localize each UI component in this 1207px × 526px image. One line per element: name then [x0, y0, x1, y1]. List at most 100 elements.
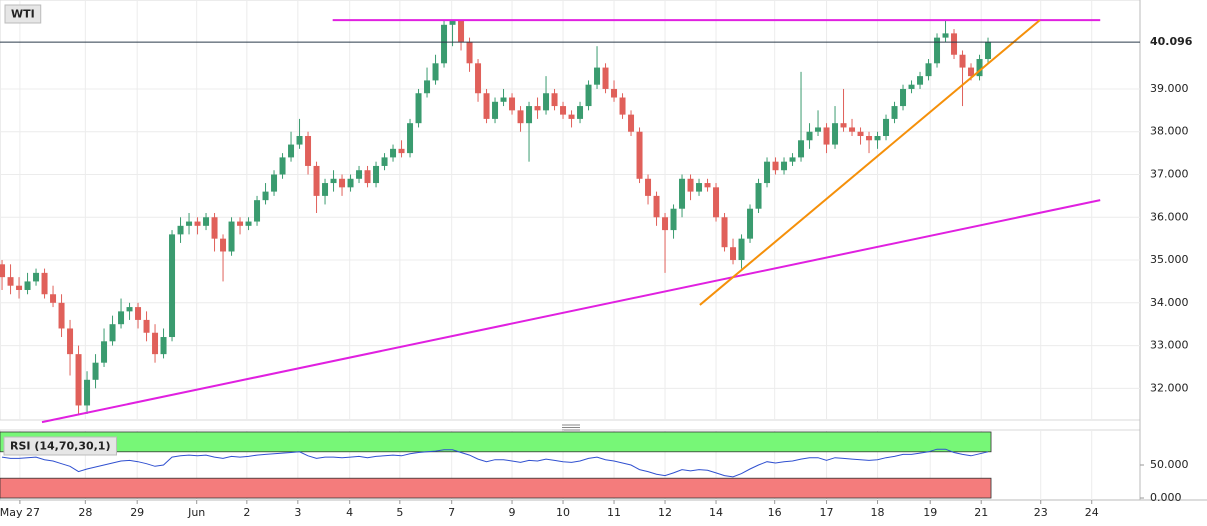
- candle-body: [900, 88, 907, 107]
- candle-body: [169, 234, 176, 338]
- candle-body: [415, 93, 422, 124]
- candle-body: [662, 217, 669, 231]
- candle-body: [364, 170, 371, 184]
- candle-body: [823, 127, 830, 145]
- last-price-label: 40.096: [1150, 35, 1193, 48]
- candle-body: [143, 319, 150, 333]
- x-tick-label: 23: [1034, 506, 1048, 519]
- candle-body: [101, 341, 108, 363]
- candle-body: [296, 136, 303, 145]
- label-box: RSI (14,70,30,1): [3, 436, 117, 456]
- x-tick-label: 12: [658, 506, 672, 519]
- candle-body: [560, 106, 567, 115]
- candle-body: [866, 136, 873, 141]
- candle-body: [432, 63, 439, 81]
- candle-body: [288, 144, 295, 158]
- resize-handle[interactable]: [562, 424, 580, 431]
- y-tick-label: 35.000: [1150, 253, 1189, 266]
- y-tick-label: 39.000: [1150, 82, 1189, 95]
- candle-body: [390, 148, 397, 158]
- candle-body: [551, 93, 558, 107]
- chart-title: RSI (14,70,30,1): [10, 440, 110, 453]
- candle-body: [713, 187, 720, 218]
- candle-body: [653, 195, 660, 218]
- candle-body: [24, 281, 31, 290]
- candle-body: [951, 33, 958, 55]
- candle-body: [500, 97, 507, 102]
- candle-body: [543, 93, 550, 111]
- candle-body: [517, 110, 524, 124]
- candle-body: [152, 332, 159, 355]
- x-tick-label: 11: [607, 506, 621, 519]
- candle-body: [781, 161, 788, 171]
- x-tick-label: 19: [923, 506, 937, 519]
- candle-body: [611, 88, 618, 98]
- label-bg: [4, 4, 42, 24]
- candle-body: [985, 41, 992, 60]
- candle-body: [976, 59, 983, 77]
- candle-body: [109, 324, 116, 342]
- candle-body: [636, 131, 643, 179]
- candle-body: [840, 123, 847, 128]
- candle-body: [50, 294, 57, 303]
- candle-body: [186, 221, 193, 226]
- candle-body: [806, 131, 813, 141]
- y-tick-label: 37.000: [1150, 168, 1189, 181]
- candle-body: [330, 178, 337, 184]
- candle-body: [721, 217, 728, 248]
- candle-body: [687, 178, 694, 192]
- candle-body: [747, 208, 754, 239]
- x-tick-label: 17: [820, 506, 834, 519]
- rsi-line: [1, 448, 989, 478]
- candle-body: [407, 123, 414, 154]
- candle-body: [313, 165, 320, 196]
- candle-body: [458, 20, 465, 42]
- rsi-band: [0, 431, 992, 453]
- candle-body: [704, 183, 711, 188]
- candle-body: [211, 217, 218, 239]
- x-tick-label: Jun: [187, 506, 205, 519]
- y-tick-label: 0.000: [1150, 491, 1182, 504]
- trend-line: [699, 19, 1041, 306]
- y-tick-label: 32.000: [1150, 381, 1189, 394]
- candle-body: [398, 148, 405, 154]
- candle-body: [968, 67, 975, 77]
- candle-body: [347, 178, 354, 188]
- y-tick-label: 36.000: [1150, 210, 1189, 223]
- candle-body: [339, 178, 346, 188]
- candle-body: [764, 161, 771, 184]
- candle-body: [126, 307, 133, 312]
- y-tick-label: 33.000: [1150, 339, 1189, 352]
- candle-body: [58, 302, 65, 329]
- candle-body: [798, 140, 805, 158]
- candle-body: [381, 157, 388, 166]
- candle-body: [849, 127, 856, 132]
- candle-body: [619, 97, 626, 115]
- y-tick-label: 38.000: [1150, 125, 1189, 138]
- candle-body: [857, 131, 864, 137]
- candle-body: [934, 37, 941, 64]
- candle-body: [75, 354, 82, 406]
- candle-body: [755, 183, 762, 209]
- candle-body: [475, 63, 482, 94]
- candle-body: [0, 264, 6, 278]
- candle-body: [730, 247, 737, 261]
- candle-body: [696, 183, 703, 192]
- candle-body: [177, 225, 184, 235]
- candle-body: [245, 221, 252, 226]
- candle-body: [194, 221, 201, 226]
- x-tick-label: 21: [974, 506, 988, 519]
- chart-title: WTI: [11, 8, 35, 21]
- candle-body: [271, 174, 278, 192]
- x-tick-label: 2: [243, 506, 250, 519]
- candle-body: [118, 311, 125, 325]
- candle-body: [160, 337, 167, 355]
- x-tick-label: 14: [709, 506, 723, 519]
- candle-body: [815, 127, 822, 132]
- candle-body: [466, 41, 473, 64]
- candle-body: [874, 136, 881, 141]
- x-tick-label: 24: [1085, 506, 1099, 519]
- x-tick-label: 5: [396, 506, 403, 519]
- candle-body: [254, 200, 261, 222]
